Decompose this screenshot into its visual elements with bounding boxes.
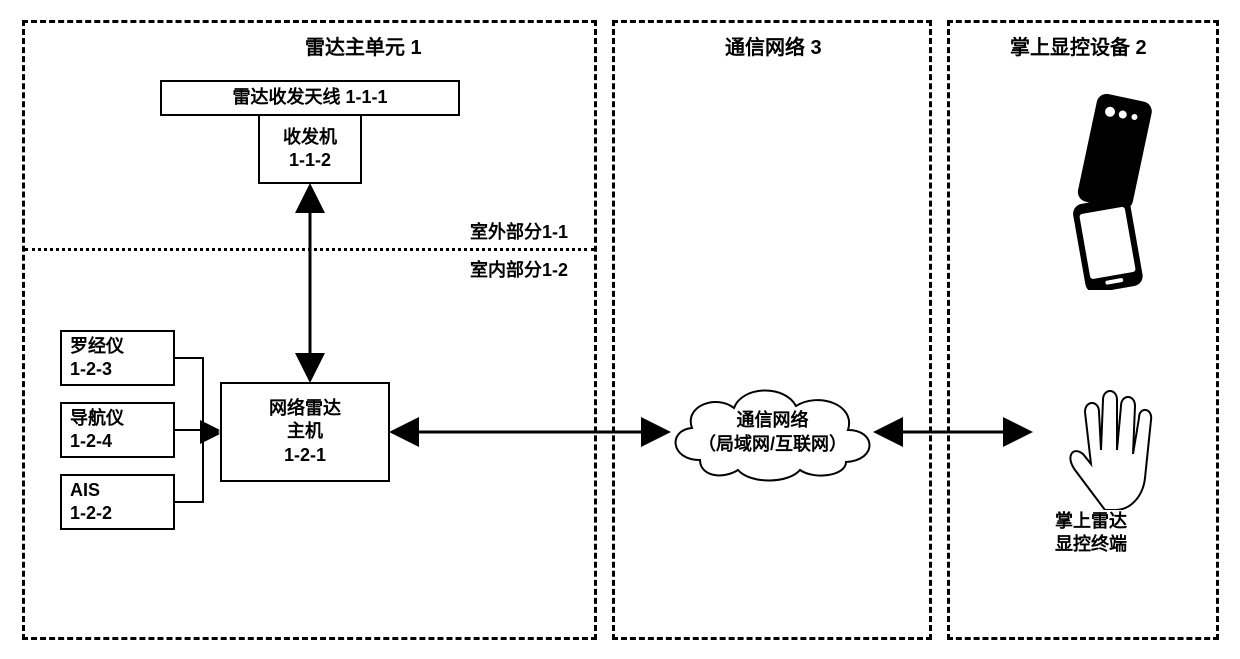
- box-network-host-l1: 网络雷达: [269, 397, 341, 420]
- phone-icon: [1052, 90, 1162, 290]
- box-navigator-l1: 导航仪: [70, 407, 124, 430]
- box-compass: 罗经仪 1-2-3: [60, 330, 175, 386]
- box-ais-l2: 1-2-2: [70, 502, 112, 525]
- cloud-comm-network: 通信网络 （局域网/互联网）: [660, 380, 885, 485]
- box-ais: AIS 1-2-2: [60, 474, 175, 530]
- box-compass-l1: 罗经仪: [70, 335, 124, 358]
- hand-illustration: [1035, 360, 1175, 510]
- panel-handheld-title: 掌上显控设备 2: [1010, 31, 1147, 60]
- box-antenna-label: 雷达收发天线 1-1-1: [232, 86, 387, 109]
- box-transceiver-l2: 1-1-2: [289, 149, 331, 172]
- handheld-caption: 掌上雷达 显控终端: [1055, 510, 1127, 557]
- label-outdoor: 室外部分1-1: [470, 218, 568, 244]
- hand-icon: [1035, 360, 1175, 510]
- box-navigator-l2: 1-2-4: [70, 430, 112, 453]
- handheld-caption-l1: 掌上雷达: [1055, 511, 1127, 531]
- box-compass-l2: 1-2-3: [70, 358, 112, 381]
- phone-illustration: [1052, 90, 1162, 290]
- panel-radar-title: 雷达主单元 1: [305, 31, 422, 60]
- indoor-outdoor-divider: [25, 248, 594, 251]
- box-navigator: 导航仪 1-2-4: [60, 402, 175, 458]
- box-antenna: 雷达收发天线 1-1-1: [160, 80, 460, 116]
- box-network-host-l2: 主机: [287, 420, 323, 443]
- label-indoor: 室内部分1-2: [470, 256, 568, 282]
- box-ais-l1: AIS: [70, 479, 100, 502]
- box-network-host: 网络雷达 主机 1-2-1: [220, 382, 390, 482]
- box-network-host-l3: 1-2-1: [284, 444, 326, 467]
- box-transceiver-l1: 收发机: [283, 126, 337, 149]
- panel-comm-network: 通信网络 3: [612, 20, 932, 640]
- diagram-root: 雷达主单元 1 通信网络 3 掌上显控设备 2 室外部分1-1 室内部分1-2 …: [0, 0, 1240, 659]
- panel-comm-title: 通信网络 3: [725, 31, 822, 60]
- cloud-l2: （局域网/互联网）: [698, 433, 847, 456]
- box-transceiver: 收发机 1-1-2: [258, 116, 362, 184]
- cloud-l1: 通信网络: [737, 409, 809, 432]
- handheld-caption-l2: 显控终端: [1055, 534, 1127, 554]
